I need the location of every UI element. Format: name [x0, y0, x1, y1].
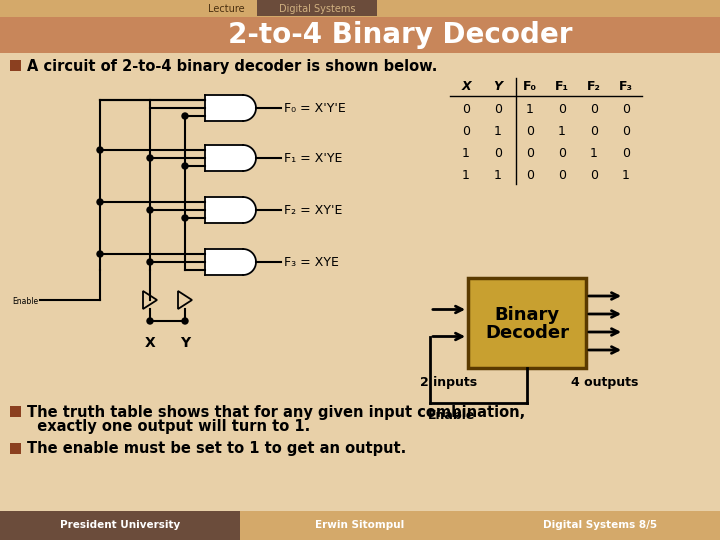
Text: 1: 1	[462, 168, 470, 181]
FancyBboxPatch shape	[0, 0, 720, 18]
FancyBboxPatch shape	[257, 0, 377, 16]
Text: 0: 0	[590, 103, 598, 116]
Text: exactly one output will turn to 1.: exactly one output will turn to 1.	[27, 418, 310, 434]
Text: 0: 0	[462, 103, 470, 116]
Text: Enable: Enable	[12, 298, 38, 307]
Text: Digital Systems: Digital Systems	[279, 4, 355, 14]
FancyBboxPatch shape	[480, 511, 720, 540]
Circle shape	[97, 251, 103, 257]
Text: 0: 0	[558, 103, 566, 116]
Text: 0: 0	[558, 168, 566, 181]
Text: 0: 0	[590, 125, 598, 138]
FancyBboxPatch shape	[10, 406, 21, 417]
Text: 1: 1	[526, 103, 534, 116]
Circle shape	[182, 113, 188, 119]
Circle shape	[182, 163, 188, 169]
Text: 0: 0	[494, 103, 502, 116]
Text: Decoder: Decoder	[485, 324, 569, 342]
FancyBboxPatch shape	[10, 60, 21, 71]
Polygon shape	[205, 249, 256, 275]
Text: 0: 0	[558, 147, 566, 160]
Circle shape	[97, 147, 103, 153]
Text: A circuit of 2-to-4 binary decoder is shown below.: A circuit of 2-to-4 binary decoder is sh…	[27, 58, 437, 73]
Polygon shape	[205, 95, 256, 121]
Polygon shape	[205, 197, 256, 223]
Text: 0: 0	[494, 147, 502, 160]
Text: 4 outputs: 4 outputs	[571, 376, 639, 389]
Text: Erwin Sitompul: Erwin Sitompul	[315, 521, 405, 530]
Text: F₁ = X'YE: F₁ = X'YE	[284, 152, 343, 165]
Text: 1: 1	[622, 168, 630, 181]
Text: 0: 0	[526, 168, 534, 181]
Text: 2 inputs: 2 inputs	[420, 376, 477, 389]
FancyBboxPatch shape	[10, 443, 21, 454]
FancyBboxPatch shape	[468, 278, 586, 368]
Text: 0: 0	[526, 125, 534, 138]
Circle shape	[147, 155, 153, 161]
Text: X: X	[462, 80, 471, 93]
FancyBboxPatch shape	[0, 53, 720, 510]
Text: F₀ = X'Y'E: F₀ = X'Y'E	[284, 102, 346, 114]
Circle shape	[182, 215, 188, 221]
Text: X: X	[145, 336, 156, 350]
FancyBboxPatch shape	[240, 511, 480, 540]
Text: F₂: F₂	[587, 80, 601, 93]
Text: Y: Y	[180, 336, 190, 350]
Text: Enable: Enable	[428, 409, 475, 422]
Text: Y: Y	[493, 80, 503, 93]
Text: 0: 0	[590, 168, 598, 181]
Text: Digital Systems 8/5: Digital Systems 8/5	[543, 521, 657, 530]
Text: F₃: F₃	[619, 80, 633, 93]
Text: 2-to-4 Binary Decoder: 2-to-4 Binary Decoder	[228, 21, 572, 49]
Circle shape	[182, 318, 188, 324]
Text: President University: President University	[60, 521, 180, 530]
Circle shape	[97, 199, 103, 205]
Text: Binary: Binary	[495, 306, 559, 324]
Text: The truth table shows that for any given input combination,: The truth table shows that for any given…	[27, 404, 526, 420]
Text: 1: 1	[494, 168, 502, 181]
Text: 1: 1	[494, 125, 502, 138]
Text: F₁: F₁	[555, 80, 569, 93]
Text: Lecture: Lecture	[207, 4, 244, 14]
Circle shape	[147, 318, 153, 324]
Text: F₀: F₀	[523, 80, 537, 93]
Circle shape	[147, 207, 153, 213]
Circle shape	[147, 259, 153, 265]
Text: F₂ = XY'E: F₂ = XY'E	[284, 204, 343, 217]
FancyBboxPatch shape	[195, 0, 257, 16]
Text: 1: 1	[558, 125, 566, 138]
Polygon shape	[205, 145, 256, 171]
Text: 0: 0	[622, 103, 630, 116]
Text: 1: 1	[462, 147, 470, 160]
Text: The enable must be set to 1 to get an output.: The enable must be set to 1 to get an ou…	[27, 442, 406, 456]
Text: 0: 0	[622, 147, 630, 160]
Text: 0: 0	[526, 147, 534, 160]
Text: 1: 1	[590, 147, 598, 160]
FancyBboxPatch shape	[0, 511, 240, 540]
Text: 0: 0	[462, 125, 470, 138]
Text: F₃ = XYE: F₃ = XYE	[284, 255, 339, 268]
Text: 0: 0	[622, 125, 630, 138]
FancyBboxPatch shape	[0, 17, 720, 53]
